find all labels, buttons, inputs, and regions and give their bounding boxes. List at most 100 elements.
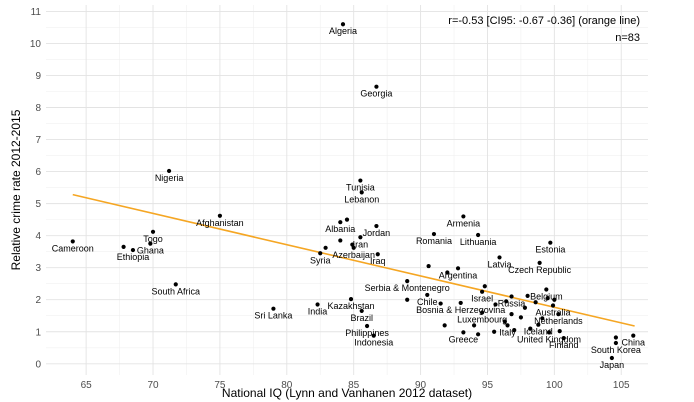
data-point bbox=[504, 299, 509, 304]
data-point bbox=[426, 263, 431, 269]
data-point bbox=[358, 235, 363, 240]
point-label: Chile bbox=[417, 297, 438, 307]
point-label: Algeria bbox=[329, 26, 357, 36]
point-label: Israel bbox=[471, 294, 493, 304]
point-label: Brazil bbox=[350, 313, 373, 323]
point-label: Estonia bbox=[535, 245, 565, 255]
x-tick-label: 100 bbox=[546, 380, 563, 391]
data-point bbox=[359, 190, 364, 195]
data-point bbox=[348, 296, 354, 302]
data-point bbox=[173, 282, 178, 287]
y-tick-label: 3 bbox=[35, 263, 41, 274]
point-label: Jordan bbox=[363, 228, 391, 238]
data-point bbox=[540, 316, 545, 321]
x-tick-label: 80 bbox=[281, 380, 293, 391]
y-tick-label: 2 bbox=[35, 295, 41, 306]
data-point bbox=[323, 245, 328, 250]
data-point bbox=[505, 323, 510, 328]
grid-major bbox=[46, 5, 648, 375]
point-label: Romania bbox=[416, 236, 452, 246]
point-label: Netherlands bbox=[534, 316, 583, 326]
data-point bbox=[537, 260, 542, 265]
data-point bbox=[338, 220, 343, 225]
data-point bbox=[374, 223, 379, 229]
points-layer bbox=[70, 22, 636, 361]
x-tick-labels: 65 70 75 80 85 90 95 100 105 bbox=[81, 380, 630, 391]
data-point bbox=[438, 301, 443, 306]
x-tick-label: 75 bbox=[214, 380, 226, 391]
y-tick-label: 9 bbox=[35, 71, 41, 82]
data-point bbox=[130, 247, 136, 253]
data-point bbox=[358, 178, 363, 183]
data-point bbox=[556, 312, 561, 317]
data-point bbox=[318, 251, 323, 256]
data-point bbox=[371, 333, 376, 338]
point-label: South Africa bbox=[151, 286, 200, 296]
point-label: Armenia bbox=[447, 218, 481, 228]
data-point bbox=[536, 322, 541, 327]
data-point bbox=[613, 335, 618, 340]
data-point bbox=[480, 289, 485, 294]
data-point bbox=[561, 336, 566, 341]
regression-line bbox=[72, 193, 635, 327]
data-point bbox=[431, 231, 437, 237]
data-point bbox=[148, 241, 153, 246]
sample-size-annotation: n=83 bbox=[615, 32, 640, 44]
data-point bbox=[482, 284, 487, 289]
x-tick-label: 105 bbox=[613, 380, 630, 391]
point-label: Luxembourg bbox=[457, 315, 507, 325]
data-point bbox=[546, 330, 552, 335]
point-label: United Kingdom bbox=[517, 334, 581, 344]
data-point bbox=[492, 329, 497, 334]
point-label: Ghana bbox=[137, 246, 164, 256]
y-tick-label: 7 bbox=[35, 135, 41, 146]
data-point bbox=[217, 213, 223, 218]
data-point bbox=[445, 270, 450, 275]
y-tick-label: 8 bbox=[35, 103, 41, 114]
data-point bbox=[497, 255, 502, 260]
data-point bbox=[461, 214, 466, 219]
x-tick-label: 90 bbox=[415, 380, 427, 391]
point-label: Iceland bbox=[524, 327, 553, 337]
data-point bbox=[522, 305, 528, 310]
data-point bbox=[150, 229, 156, 234]
point-label: Greece bbox=[449, 334, 479, 344]
point-label: Syria bbox=[310, 255, 331, 265]
point-label: Bosnia & Herzegovina bbox=[416, 305, 505, 315]
data-point bbox=[461, 330, 466, 335]
point-label: Ethiopia bbox=[117, 252, 150, 262]
y-tick-label: 10 bbox=[30, 39, 42, 50]
data-point bbox=[493, 302, 498, 307]
fit-line-layer bbox=[72, 193, 635, 327]
point-label: Japan bbox=[600, 360, 625, 370]
point-label: Iraq bbox=[370, 256, 386, 266]
point-label: Afghanistan bbox=[196, 218, 244, 228]
data-point bbox=[548, 240, 553, 245]
data-point bbox=[512, 328, 517, 333]
data-point bbox=[351, 245, 356, 250]
point-label: Finland bbox=[549, 340, 579, 350]
data-point bbox=[315, 302, 320, 307]
point-label: Australia bbox=[536, 307, 571, 317]
data-point bbox=[550, 303, 556, 308]
data-point bbox=[509, 312, 514, 317]
y-tick-label: 11 bbox=[31, 7, 42, 18]
data-point bbox=[374, 84, 379, 89]
data-point bbox=[609, 355, 614, 361]
point-label: Albania bbox=[325, 224, 355, 234]
data-point bbox=[545, 296, 550, 301]
point-label: India bbox=[308, 307, 328, 317]
point-label: South Korea bbox=[591, 345, 641, 355]
data-point bbox=[350, 242, 355, 247]
x-tick-label: 65 bbox=[81, 380, 93, 391]
data-point bbox=[509, 294, 514, 299]
point-label: Nigeria bbox=[155, 173, 184, 183]
point-label: Tunisia bbox=[346, 183, 375, 193]
y-tick-label: 0 bbox=[35, 359, 41, 370]
data-point bbox=[364, 323, 370, 329]
data-point bbox=[480, 310, 485, 315]
point-label: China bbox=[622, 338, 646, 348]
data-point bbox=[458, 300, 463, 306]
